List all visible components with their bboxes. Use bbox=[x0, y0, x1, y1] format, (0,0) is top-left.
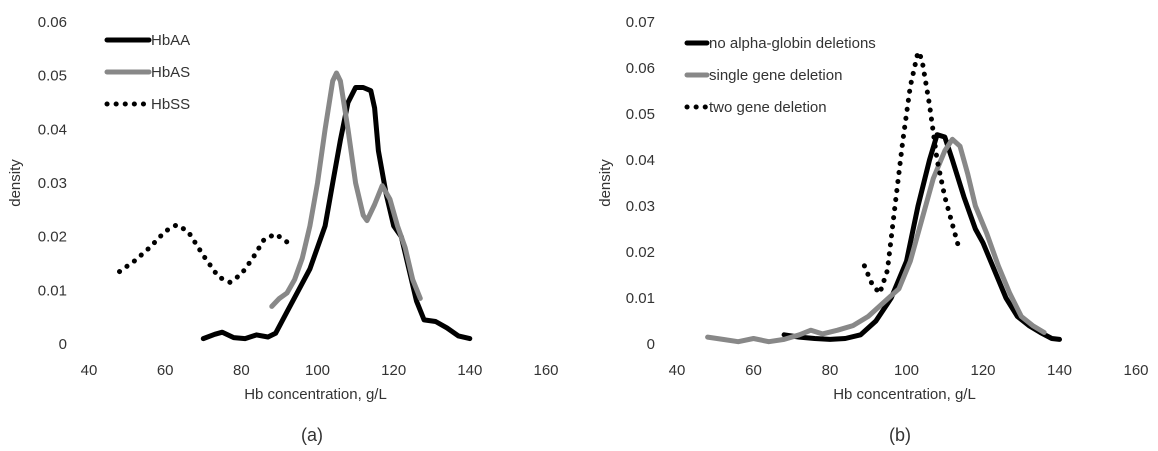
chart-panel-a: 40 60 80 100 120 140 160 0 0.01 0.02 0.03 0.04 0.05 0… bbox=[7, 14, 559, 445]
y-tick-label: 0.01 bbox=[626, 290, 655, 307]
y-tick-label: 0.05 bbox=[626, 106, 655, 123]
series-line-2 bbox=[705, 136, 1047, 345]
x-tick-label: 100 bbox=[894, 362, 919, 379]
x-tick-label: 100 bbox=[305, 362, 330, 379]
legend-label: HbAS bbox=[151, 64, 190, 81]
y-tick-label: 0.02 bbox=[38, 229, 67, 246]
panel-label: (b) bbox=[889, 425, 911, 445]
x-tick-label: 160 bbox=[533, 362, 558, 379]
legend-label: HbAA bbox=[151, 32, 190, 49]
legend-label: single gene deletion bbox=[709, 67, 842, 84]
chart-panel-b: 40 60 80 100 120 140 160 0 0.01 0.02 0.03 0.04 0.05 0… bbox=[597, 14, 1149, 445]
x-tick-label: 80 bbox=[233, 362, 250, 379]
series-line-1 bbox=[200, 85, 473, 342]
y-tick-label: 0.03 bbox=[626, 198, 655, 215]
series-line-2 bbox=[269, 70, 423, 309]
x-tick-label: 40 bbox=[81, 362, 98, 379]
legend-label: HbSS bbox=[151, 96, 190, 113]
x-tick-label: 60 bbox=[745, 362, 762, 379]
x-tick-label: 140 bbox=[1047, 362, 1072, 379]
x-tick-label: 120 bbox=[970, 362, 995, 379]
x-tick-label: 80 bbox=[822, 362, 839, 379]
x-axis-label: Hb concentration, g/L bbox=[833, 386, 976, 403]
y-tick-label: 0.06 bbox=[38, 14, 67, 31]
y-tick-label: 0 bbox=[59, 336, 67, 353]
x-tick-label: 140 bbox=[457, 362, 482, 379]
y-tick-label: 0.04 bbox=[38, 121, 67, 138]
series-line-3 bbox=[117, 222, 290, 285]
x-tick-label: 160 bbox=[1123, 362, 1148, 379]
x-axis-label: Hb concentration, g/L bbox=[244, 386, 387, 403]
series-line-3 bbox=[861, 49, 963, 296]
y-tick-label: 0.02 bbox=[626, 244, 655, 261]
y-tick-label: 0.07 bbox=[626, 14, 655, 31]
y-tick-label: 0.03 bbox=[38, 175, 67, 192]
x-tick-label: 40 bbox=[669, 362, 686, 379]
y-axis-label: density bbox=[597, 159, 614, 207]
y-axis-label: density bbox=[7, 159, 24, 207]
series-line-1 bbox=[781, 132, 1062, 342]
y-tick-label: 0.01 bbox=[38, 282, 67, 299]
y-tick-label: 0 bbox=[647, 336, 655, 353]
legend-label: no alpha-globin deletions bbox=[709, 35, 876, 52]
legend-label: two gene deletion bbox=[709, 99, 827, 116]
x-tick-label: 120 bbox=[381, 362, 406, 379]
y-tick-label: 0.06 bbox=[626, 60, 655, 77]
x-tick-label: 60 bbox=[157, 362, 174, 379]
y-tick-label: 0.04 bbox=[626, 152, 655, 169]
y-tick-label: 0.05 bbox=[38, 68, 67, 85]
panel-label: (a) bbox=[301, 425, 323, 445]
